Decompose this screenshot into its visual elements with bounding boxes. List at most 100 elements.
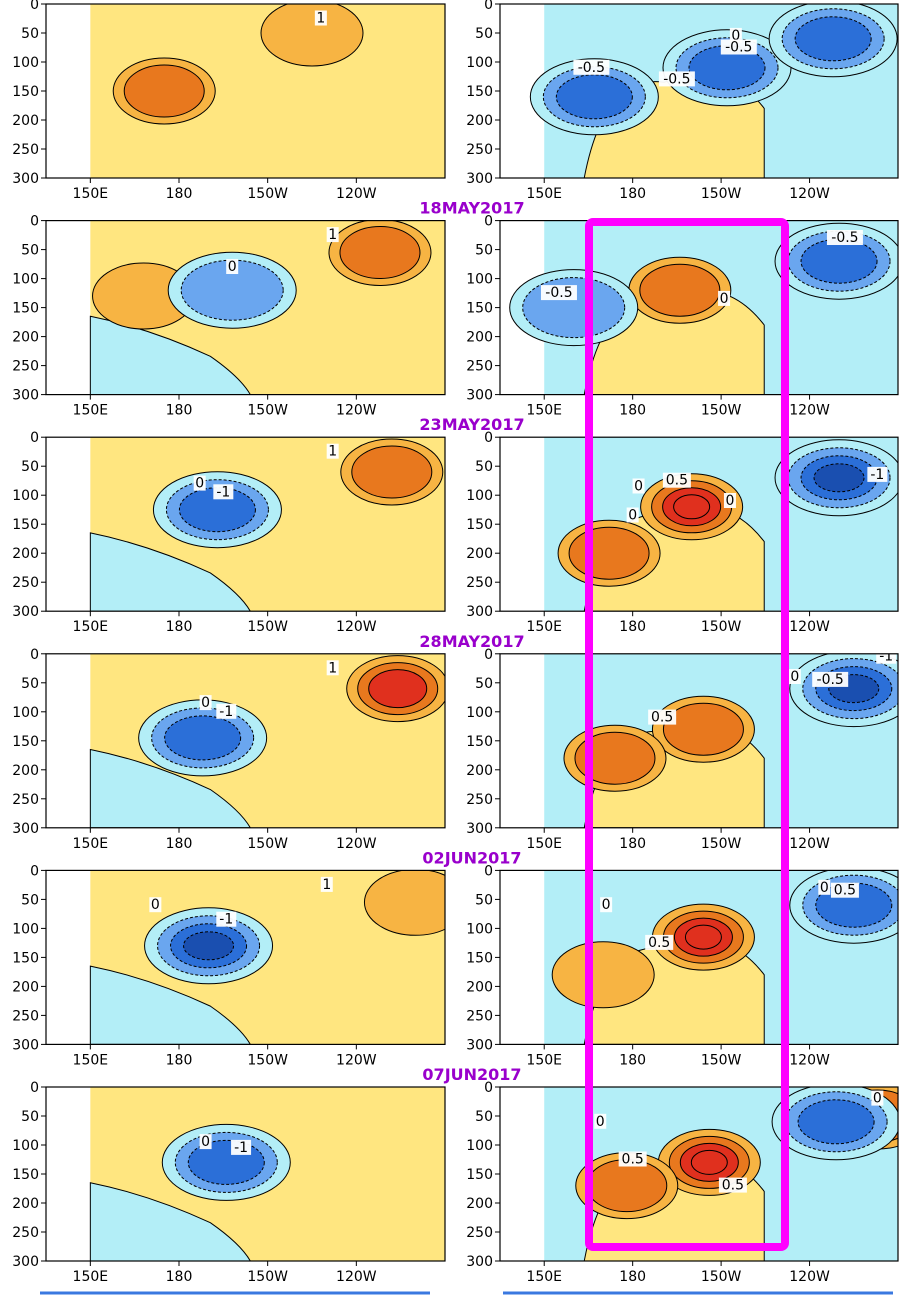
contour-label-2: 0.5 (648, 935, 670, 951)
date-label-4: 02JUN2017 (422, 848, 521, 867)
y-tick-label-100: 100 (12, 272, 39, 288)
y-tick-label-150: 150 (466, 301, 493, 317)
y-tick-label-250: 250 (12, 1225, 39, 1241)
y-tick-label-100: 100 (12, 1138, 39, 1154)
y-tick-label-300: 300 (12, 604, 39, 620)
y-tick-label-200: 200 (466, 113, 493, 129)
contour-label-1: 1 (328, 444, 337, 460)
warm-contour-2-level-2 (339, 226, 421, 279)
cold-contour-1-level-1 (180, 259, 284, 321)
cold-contour-3-level-2 (794, 16, 872, 62)
y-tick-label-0: 0 (30, 0, 39, 13)
y-tick-label-250: 250 (466, 359, 493, 375)
y-tick-label-0: 0 (484, 430, 493, 446)
x-tick-label-120W: 120W (789, 403, 830, 419)
y-tick-label-200: 200 (12, 763, 39, 779)
x-tick-label-150E: 150E (526, 403, 562, 419)
y-tick-label-100: 100 (12, 488, 39, 504)
x-tick-label-120W: 120W (789, 619, 830, 635)
y-tick-label-150: 150 (12, 950, 39, 966)
y-tick-label-200: 200 (466, 546, 493, 562)
x-tick-label-150E: 150E (526, 186, 562, 202)
cold-lobe (89, 1182, 251, 1261)
y-tick-label-0: 0 (30, 214, 39, 230)
y-tick-label-50: 50 (21, 1109, 39, 1125)
y-tick-label-300: 300 (466, 388, 493, 404)
y-tick-label-0: 0 (484, 863, 493, 879)
contour-label-3: 0 (628, 508, 637, 524)
y-tick-label-100: 100 (12, 921, 39, 937)
cold-contour-2-level-2 (688, 45, 766, 91)
panel-left-row6: 0 -1 0 50 100 150 200 250 300 150E 180 150W 120W (12, 1080, 446, 1285)
y-tick-label-250: 250 (466, 792, 493, 808)
y-tick-label-300: 300 (466, 1037, 493, 1053)
y-tick-label-100: 100 (466, 488, 493, 504)
y-tick-label-250: 250 (466, 1225, 493, 1241)
y-tick-label-250: 250 (12, 792, 39, 808)
x-tick-label-150W: 150W (247, 403, 288, 419)
contour-label-4: 0.5 (834, 883, 856, 899)
x-tick-label-120W: 120W (789, 186, 830, 202)
y-tick-label-100: 100 (466, 705, 493, 721)
contour-label-3: -1 (219, 912, 233, 928)
y-tick-label-300: 300 (466, 821, 493, 837)
cold-lobe (89, 748, 251, 828)
contour-label-1: 0.5 (666, 473, 688, 489)
y-tick-label-200: 200 (466, 1196, 493, 1212)
y-tick-label-50: 50 (21, 26, 39, 42)
x-tick-label-150W: 150W (701, 186, 742, 202)
x-tick-label-150W: 150W (701, 836, 742, 852)
x-tick-label-150W: 150W (247, 1269, 288, 1285)
x-tick-label-150W: 150W (247, 186, 288, 202)
contour-label-3: 0.5 (722, 1178, 744, 1194)
y-tick-label-0: 0 (484, 214, 493, 230)
warm-contour-2-level-2 (574, 731, 656, 785)
contour-label-1: 1 (316, 11, 325, 27)
x-tick-label-180: 180 (166, 186, 193, 202)
cold-lobe (89, 965, 251, 1045)
x-tick-label-120W: 120W (336, 403, 377, 419)
cold-contour-1-level-3 (183, 931, 235, 961)
x-tick-label-120W: 120W (789, 1269, 830, 1285)
warm-contour-1-level-2 (351, 445, 433, 499)
y-tick-label-50: 50 (21, 676, 39, 692)
x-tick-label-150W: 150W (247, 1052, 288, 1068)
y-tick-label-250: 250 (466, 142, 493, 158)
date-label-1: 18MAY2017 (419, 199, 524, 218)
warm-contour-1-level-4 (690, 1149, 728, 1175)
contour-label-1: 1 (328, 227, 337, 243)
y-tick-label-150: 150 (466, 84, 493, 100)
cold-contour-1-level-2 (164, 715, 242, 761)
contour-label-1: 0.5 (651, 710, 673, 726)
date-label-5: 07JUN2017 (422, 1065, 521, 1084)
y-tick-label-300: 300 (466, 171, 493, 187)
x-tick-label-180: 180 (166, 1052, 193, 1068)
warm-contour-1-level-4 (684, 924, 722, 950)
contour-label-2: -0.5 (663, 71, 690, 87)
panel-right-row2: -0.5 -0.5 0 0 50 100 150 200 250 300 150E 180 150W 12… (466, 214, 899, 419)
y-tick-label-0: 0 (30, 430, 39, 446)
y-tick-label-50: 50 (475, 892, 493, 908)
x-tick-label-120W: 120W (336, 619, 377, 635)
warm-contour-1-level-1 (363, 870, 445, 936)
x-tick-label-150W: 150W (701, 619, 742, 635)
panel-left-row4: 1 0 -1 0 50 100 150 200 250 300 150E 180 150W 120W (12, 647, 446, 852)
y-tick-label-150: 150 (466, 734, 493, 750)
y-tick-label-250: 250 (466, 1008, 493, 1024)
contour-label-4: 0 (873, 1091, 882, 1107)
y-tick-label-300: 300 (466, 1254, 493, 1270)
y-tick-label-200: 200 (12, 1196, 39, 1212)
y-tick-label-300: 300 (12, 1254, 39, 1270)
cold-contour-1-level-2 (797, 1099, 875, 1145)
cold-contour-2-level-2 (800, 238, 878, 284)
contour-label-3: -1 (219, 704, 233, 720)
contour-label-3: -0.5 (817, 672, 844, 688)
x-tick-label-180: 180 (166, 1269, 193, 1285)
x-tick-label-180: 180 (619, 403, 646, 419)
y-tick-label-150: 150 (466, 1167, 493, 1183)
contour-label-1: -0.5 (578, 60, 605, 76)
warm-contour-1-level-4 (673, 494, 711, 520)
y-tick-label-250: 250 (12, 142, 39, 158)
